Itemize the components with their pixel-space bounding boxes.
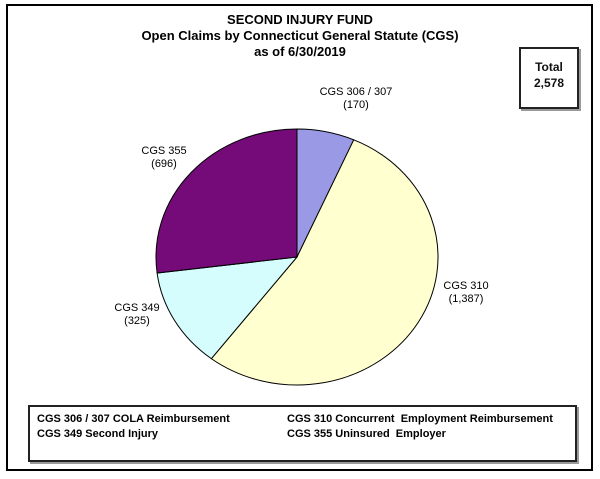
- chart-title-line2: Open Claims by Connecticut General Statu…: [141, 28, 459, 43]
- slice-label-name: CGS 349: [114, 302, 160, 314]
- pie-slice-cgs-310: [210, 139, 439, 386]
- legend-item: CGS 306 / 307 COLA Reimbursement: [37, 413, 230, 425]
- slice-label-value: (1,387): [448, 293, 484, 305]
- legend-item: CGS 349 Second Injury: [37, 428, 159, 440]
- slice-label-value: (325): [124, 315, 150, 327]
- legend-item: CGS 355 Uninsured Employer: [287, 428, 446, 440]
- pie-chart: [155, 128, 439, 386]
- slice-label-name: CGS 310: [443, 280, 489, 292]
- slice-label-cgs-310: CGS 310 (1,387): [443, 280, 488, 306]
- slice-label-value: (170): [343, 99, 369, 111]
- legend-item: CGS 310 Concurrent Employment Reimbursem…: [287, 413, 553, 425]
- chart-title: SECOND INJURY FUND Open Claims by Connec…: [0, 12, 600, 60]
- legend-box: CGS 306 / 307 COLA Reimbursement CGS 349…: [28, 405, 577, 462]
- total-box: Total 2,578: [519, 47, 579, 109]
- slice-label-cgs-355: CGS 355 (696): [141, 145, 186, 171]
- chart-title-line1: SECOND INJURY FUND: [227, 12, 373, 27]
- total-value: 2,578: [533, 76, 565, 90]
- pie-chart-area: [146, 119, 448, 395]
- slice-label-name: CGS 355: [141, 145, 187, 157]
- slice-label-value: (696): [151, 158, 177, 170]
- chart-title-line3: as of 6/30/2019: [254, 44, 346, 59]
- slice-label-cgs-306-307: CGS 306 / 307 (170): [320, 86, 393, 112]
- pie-slice-cgs-349: [156, 256, 299, 360]
- slice-label-name: CGS 306 / 307: [319, 86, 393, 98]
- pie-slice-cgs-355: [155, 128, 298, 274]
- slice-label-cgs-349: CGS 349 (325): [114, 302, 159, 328]
- total-label: Total: [535, 60, 563, 74]
